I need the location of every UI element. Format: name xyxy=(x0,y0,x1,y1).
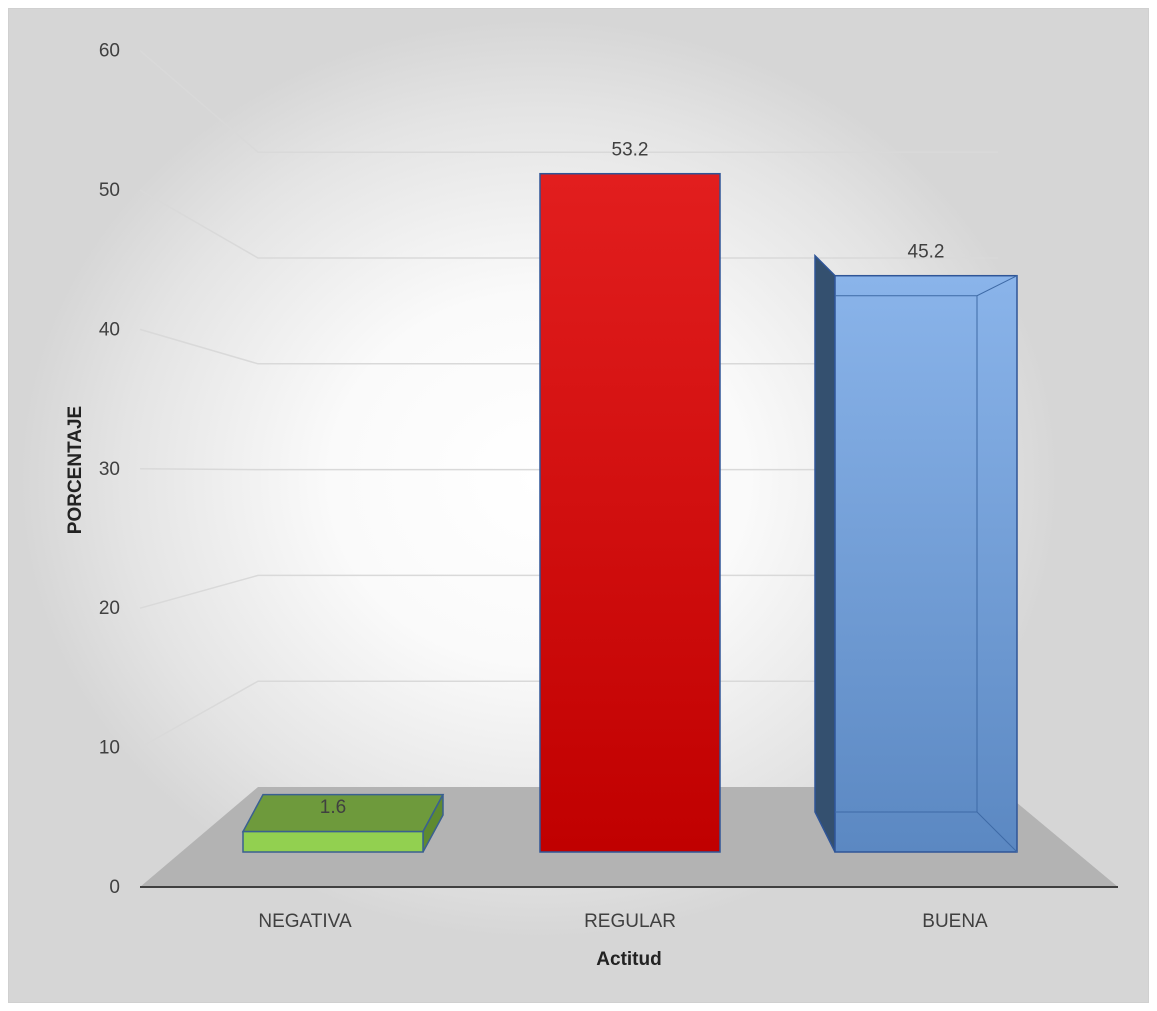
y-tick-label: 40 xyxy=(99,319,120,340)
y-axis-ticks: 0 10 20 30 40 50 60 xyxy=(99,41,120,898)
y-tick-label: 20 xyxy=(99,598,120,619)
gridline xyxy=(139,189,998,259)
bars xyxy=(241,172,1018,853)
gridline xyxy=(139,468,998,471)
bar-front-face xyxy=(539,172,721,853)
x-axis-categories: NEGATIVA REGULAR BUENA xyxy=(258,911,988,932)
gridline xyxy=(139,680,998,749)
y-tick-label: 50 xyxy=(99,180,120,201)
x-tick-label: BUENA xyxy=(922,911,988,932)
bar-front-face xyxy=(242,830,424,853)
y-tick-label: 10 xyxy=(99,738,120,759)
data-labels: 1.6 53.2 45.2 xyxy=(320,140,945,818)
gridline xyxy=(139,574,998,609)
x-tick-label: REGULAR xyxy=(584,911,676,932)
bar-regular xyxy=(539,172,721,853)
bar-negativa xyxy=(241,793,445,853)
bar-edge xyxy=(976,811,1018,853)
y-axis-title: PORCENTAJE xyxy=(65,406,86,534)
data-label: 53.2 xyxy=(612,140,649,161)
y-tick-label: 60 xyxy=(99,41,120,62)
gridline xyxy=(139,328,998,365)
x-axis-title: Actitud xyxy=(596,949,661,970)
gridlines xyxy=(139,50,998,749)
x-tick-label: NEGATIVA xyxy=(258,911,352,932)
gridline xyxy=(139,50,998,153)
data-label: 1.6 xyxy=(320,797,346,818)
data-label: 45.2 xyxy=(908,242,945,263)
y-tick-label: 30 xyxy=(99,459,120,480)
y-tick-label: 0 xyxy=(109,877,120,898)
bar-buena xyxy=(814,253,1018,853)
bar-front-face xyxy=(834,274,1018,853)
bar-side-face xyxy=(814,253,836,853)
